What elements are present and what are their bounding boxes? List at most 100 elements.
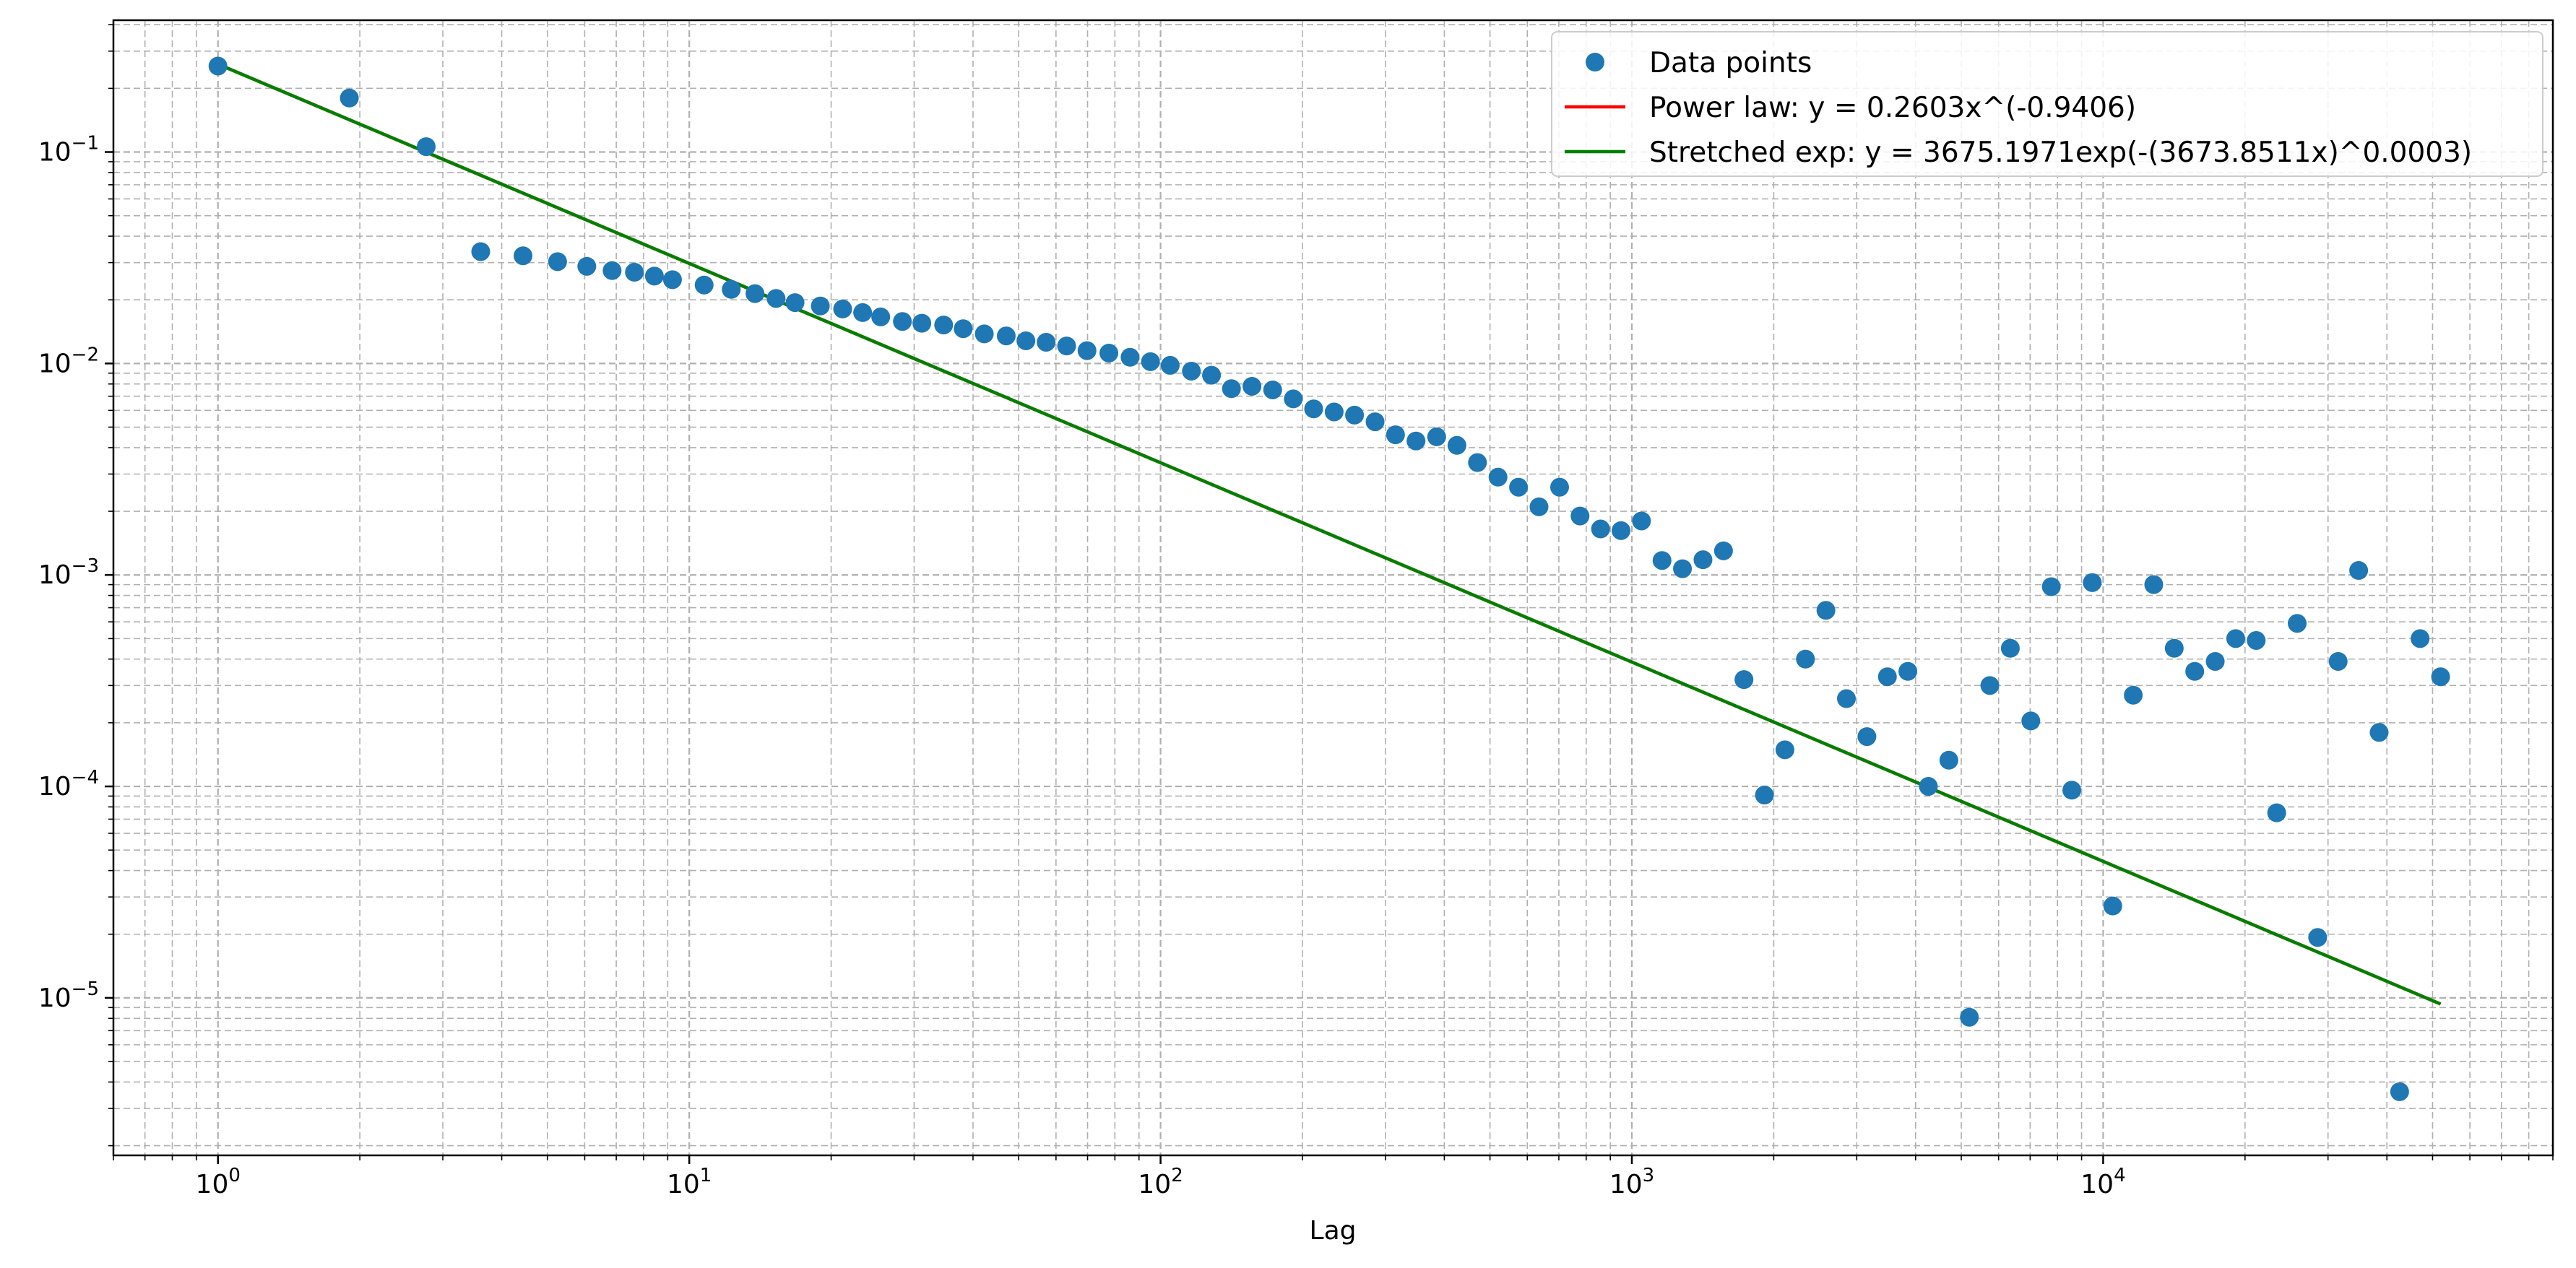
data-point (2185, 661, 2205, 681)
x-tick-label: 101 (667, 1165, 712, 1199)
legend-label: Stretched exp: y = 3675.1971exp(-(3673.8… (1649, 136, 2472, 169)
data-point (833, 299, 852, 318)
data-point (1632, 511, 1651, 531)
data-point (1673, 559, 1693, 578)
axis-ticks: 100 101 102 103 104 10−5 10−4 10−3 10−2 10−1 (38, 24, 2554, 1199)
data-point (1077, 341, 1097, 360)
data-point (2103, 896, 2122, 916)
data-point (1406, 431, 1426, 451)
data-point (2062, 781, 2082, 800)
data-point (1612, 521, 1631, 540)
data-point (340, 88, 359, 108)
data-point (1877, 667, 1897, 687)
data-point (1468, 453, 1487, 472)
data-point (1099, 343, 1119, 362)
data-point (785, 293, 805, 313)
data-point (1652, 551, 1672, 570)
data-point (1570, 506, 1590, 526)
data-point (2205, 651, 2225, 671)
data-point (893, 312, 912, 331)
data-point (2267, 803, 2286, 822)
data-point (1202, 365, 1222, 385)
data-point (1120, 347, 1140, 367)
x-tick-label: 104 (2080, 1165, 2125, 1199)
fit-line (217, 62, 2442, 1006)
data-point (2390, 1082, 2409, 1101)
data-point (548, 252, 567, 272)
data-point (2144, 575, 2164, 594)
data-point (694, 275, 714, 295)
data-point (1284, 389, 1303, 409)
legend-label: Power law: y = 0.2603x^(-0.9406) (1649, 92, 2136, 124)
data-point (954, 319, 973, 339)
data-point (996, 326, 1016, 346)
data-point (722, 279, 741, 299)
data-point (1693, 550, 1713, 570)
y-tick-label: 10−4 (38, 767, 99, 802)
data-point (1386, 425, 1405, 445)
data-point (1160, 355, 1180, 375)
data-point (602, 261, 622, 280)
data-point (1324, 402, 1344, 422)
data-point (2226, 629, 2245, 648)
data-point (2021, 711, 2041, 731)
data-point (416, 137, 436, 157)
data-point (1488, 467, 1508, 487)
data-point (934, 316, 954, 335)
data-point (2247, 630, 2266, 650)
data-point (2124, 685, 2143, 705)
data-point (2041, 577, 2061, 596)
legend: Data points Power law: y = 0.2603x^(-0.94… (1551, 31, 2543, 177)
legend-label: Data points (1649, 47, 1812, 79)
data-point (1857, 727, 1877, 747)
plot-frame (112, 19, 2554, 1157)
data-point (1837, 689, 1857, 708)
data-point (1713, 541, 1733, 560)
data-point (1816, 601, 1836, 620)
data-point (1057, 336, 1076, 356)
data-point (2083, 573, 2102, 592)
data-point (853, 303, 873, 322)
data-point (2411, 629, 2430, 648)
y-tick-label: 10−3 (38, 555, 99, 590)
data-point (2000, 638, 2020, 658)
data-point (1141, 352, 1160, 371)
data-point (1755, 786, 1774, 805)
data-point (974, 324, 994, 344)
data-point (2349, 561, 2369, 581)
data-point (1980, 676, 2000, 695)
data-point (1242, 376, 1262, 396)
data-point (1775, 740, 1794, 760)
data-point (1550, 477, 1569, 497)
data-point (2164, 638, 2184, 658)
legend-marker (1586, 53, 1604, 71)
data-point (625, 263, 644, 282)
data-point (766, 289, 786, 308)
data-point (1509, 477, 1529, 497)
data-point (1365, 412, 1385, 432)
data-point (1796, 649, 1815, 669)
data-point (745, 284, 765, 303)
data-point (644, 266, 664, 286)
data-point (1447, 435, 1466, 455)
data-point (1182, 361, 1201, 381)
data-point (1016, 331, 1036, 350)
data-point (1427, 427, 1446, 446)
data-point (471, 242, 490, 261)
data-point (912, 313, 932, 333)
data-point (1939, 750, 1958, 770)
data-point (2288, 614, 2307, 633)
data-point (811, 296, 830, 316)
data-point (1591, 519, 1610, 539)
data-point (1345, 405, 1365, 425)
data-point (2431, 667, 2450, 687)
data-point (2369, 723, 2389, 742)
data-point (208, 56, 228, 76)
y-tick-label: 10−2 (38, 344, 99, 378)
x-axis-label: Lag (1310, 1216, 1357, 1246)
data-point (1898, 661, 1918, 681)
data-point (871, 307, 891, 326)
y-tick-label: 10−5 (38, 978, 99, 1013)
